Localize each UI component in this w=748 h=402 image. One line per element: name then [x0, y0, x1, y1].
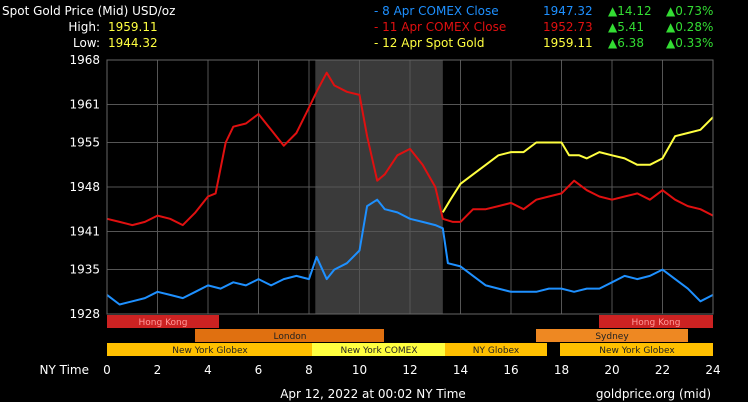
grid: [106, 59, 714, 315]
legend-change-11apr: ▲5.41: [608, 20, 644, 34]
low-value: 1944.32: [108, 36, 158, 50]
session-ny-globex-bar-2: [445, 343, 547, 356]
low-label: Low:: [73, 36, 100, 50]
series-line-2: [441, 116, 714, 213]
x-tick-label: 0: [103, 363, 111, 377]
session-ny-globex-bar-3: [560, 343, 713, 356]
legend-pct-8apr: ▲0.73%: [666, 4, 713, 18]
x-tick-label: 24: [705, 363, 720, 377]
legend-pct-12apr: ▲0.33%: [666, 36, 713, 50]
x-tick-label: 20: [604, 363, 619, 377]
y-tick-label: 1955: [69, 136, 100, 150]
x-tick-label: 16: [503, 363, 518, 377]
y-tick-label: 1935: [69, 263, 100, 277]
x-axis-label: NY Time: [40, 363, 90, 377]
y-tick-label: 1941: [69, 224, 100, 238]
y-axis: 1928 1935 1941 1948 1955 1961 1968: [69, 53, 100, 321]
session-ny-comex-label: New York COMEX: [340, 346, 417, 356]
session-hong-kong-bar-2: [599, 315, 713, 328]
x-tick-label: 18: [554, 363, 569, 377]
y-tick-label: 1961: [69, 97, 100, 111]
legend-price-11apr: 1952.73: [543, 20, 593, 34]
legend-label-12apr: - 12 Apr Spot Gold: [374, 36, 485, 50]
chart-title: Spot Gold Price (Mid) USD/oz: [2, 4, 175, 18]
y-tick-label: 1948: [69, 180, 100, 194]
y-tick-label: 1968: [69, 53, 100, 67]
session-ny-globex-label-2: NY Globex: [473, 346, 520, 356]
session-ny-globex-label-3: New York Globex: [599, 346, 675, 356]
session-london-bar: [195, 329, 384, 342]
series-lines: [106, 71, 714, 306]
x-tick-label: 10: [352, 363, 367, 377]
legend-change-8apr: ▲14.12: [608, 4, 652, 18]
series-line-1: [106, 71, 714, 227]
x-tick-label: 22: [655, 363, 670, 377]
session-sydney-label: Sydney: [595, 332, 629, 342]
session-gap: [107, 329, 195, 342]
series-line-0: [106, 198, 714, 306]
session-sydney-bar: [536, 329, 688, 342]
legend: - 8 Apr COMEX Close 1947.32 ▲14.12 ▲0.73…: [374, 4, 713, 50]
x-tick-label: 12: [402, 363, 417, 377]
source-credit: goldprice.org (mid): [596, 387, 711, 401]
session-hong-kong-label: Hong Kong: [139, 318, 188, 328]
legend-change-12apr: ▲6.38: [608, 36, 644, 50]
x-axis: 0 2 4 6 8 10 12 14 16 18 20 22 24: [103, 363, 720, 377]
session-hong-kong-bar: [107, 315, 219, 328]
trading-sessions: Hong Kong Hong Kong London Sydney New Yo…: [107, 315, 713, 356]
x-tick-label: 4: [204, 363, 212, 377]
x-tick-label: 2: [154, 363, 162, 377]
high-value: 1959.11: [108, 20, 158, 34]
x-tick-label: 14: [453, 363, 468, 377]
legend-price-12apr: 1959.11: [543, 36, 593, 50]
x-tick-label: 6: [255, 363, 263, 377]
timestamp: Apr 12, 2022 at 00:02 NY Time: [280, 387, 466, 401]
session-london-label: London: [274, 332, 307, 342]
session-gap-2: [547, 343, 560, 356]
session-ny-globex-label: New York Globex: [172, 346, 248, 356]
plot-border: [106, 59, 714, 315]
x-tick-label: 8: [305, 363, 313, 377]
session-hong-kong-label-2: Hong Kong: [632, 318, 681, 328]
legend-price-8apr: 1947.32: [543, 4, 593, 18]
high-label: High:: [68, 20, 100, 34]
y-tick-label: 1928: [69, 307, 100, 321]
session-ny-globex-bar: [107, 343, 312, 356]
legend-label-8apr: - 8 Apr COMEX Close: [374, 4, 499, 18]
session-ny-comex-bar: [312, 343, 445, 356]
legend-pct-11apr: ▲0.28%: [666, 20, 713, 34]
legend-label-11apr: - 11 Apr COMEX Close: [374, 20, 506, 34]
